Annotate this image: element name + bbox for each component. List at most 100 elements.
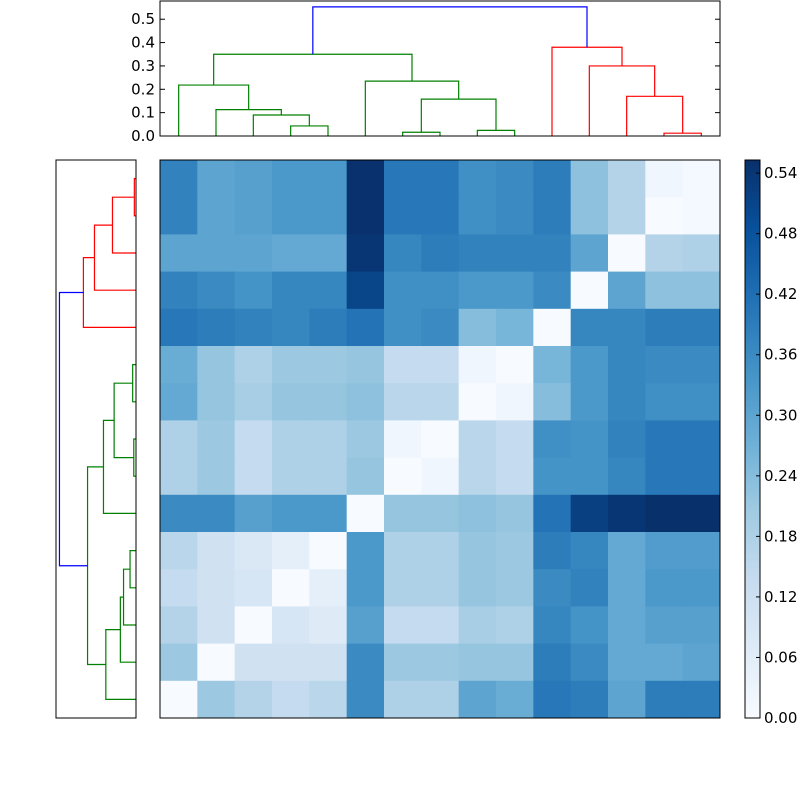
heatmap-cell <box>682 308 721 347</box>
top-dendrogram-link <box>626 95 684 136</box>
heatmap-cell <box>272 383 310 421</box>
heatmap-cell <box>197 234 236 273</box>
heatmap-cell <box>608 420 646 459</box>
heatmap-cell <box>682 197 721 235</box>
heatmap-cell <box>197 494 236 533</box>
heatmap-cell <box>160 532 198 570</box>
heatmap-cell <box>309 383 348 421</box>
heatmap-cell <box>234 197 273 235</box>
heatmap-cell <box>234 532 273 570</box>
colorbar-tick-label: 0.48 <box>764 225 797 243</box>
heatmap-cell <box>533 160 572 198</box>
heatmap-cell <box>496 680 534 719</box>
heatmap-cell <box>645 606 684 645</box>
heatmap-cell <box>570 606 609 645</box>
heatmap-cell <box>458 494 497 533</box>
heatmap-cell <box>234 680 273 719</box>
heatmap-cell <box>682 643 721 682</box>
heatmap-cell <box>160 271 198 310</box>
y-tick-label: 0.3 <box>131 57 155 75</box>
heatmap-cell <box>421 346 460 384</box>
y-tick-label: 0.5 <box>131 10 155 28</box>
heatmap-cell <box>309 494 348 533</box>
heatmap-cell <box>309 532 348 570</box>
heatmap-cell <box>197 643 236 682</box>
heatmap-cell <box>682 420 721 459</box>
heatmap-cell <box>458 606 497 645</box>
y-tick-label: 0.1 <box>131 104 155 122</box>
heatmap-cell <box>234 160 273 198</box>
top-dendrogram-link <box>213 53 413 86</box>
heatmap-cell <box>608 494 646 533</box>
heatmap-cell <box>309 420 348 459</box>
top-dendrogram-link <box>215 109 282 136</box>
heatmap-cell <box>234 271 273 310</box>
left-dendrogram-link <box>93 224 136 291</box>
top-dendrogram-link <box>402 131 441 136</box>
heatmap-cell <box>197 532 236 570</box>
top-dendrogram-link <box>364 80 460 136</box>
heatmap-cell <box>496 346 534 384</box>
heatmap-cell <box>272 680 310 719</box>
colorbar-tick-label: 0.36 <box>764 346 797 364</box>
heatmap-cell <box>533 494 572 533</box>
heatmap-cell <box>458 160 497 198</box>
heatmap-cell <box>160 680 198 719</box>
heatmap-cell <box>458 346 497 384</box>
heatmap-cell <box>346 569 385 607</box>
heatmap-cell <box>346 271 385 310</box>
left-dendrogram-frame <box>55 159 137 719</box>
heatmap-cell <box>458 234 497 273</box>
heatmap-cell <box>645 494 684 533</box>
heatmap-cell <box>234 346 273 384</box>
colorbar-tick-label: 0.18 <box>764 527 797 545</box>
heatmap-cell <box>645 532 684 570</box>
heatmap-cell <box>197 569 236 607</box>
heatmap-cell <box>309 643 348 682</box>
heatmap-cell <box>645 197 684 235</box>
heatmap-cell <box>645 569 684 607</box>
heatmap-cell <box>645 271 684 310</box>
heatmap-cell <box>645 680 684 719</box>
heatmap-cell <box>160 197 198 235</box>
heatmap-cell <box>197 420 236 459</box>
heatmap-cell <box>682 234 721 273</box>
heatmap-frame <box>159 159 721 719</box>
heatmap-cell <box>160 160 198 198</box>
heatmap-cell <box>421 457 460 496</box>
heatmap-cell <box>309 234 348 273</box>
heatmap-cell <box>346 197 385 235</box>
top-dendrogram-link <box>588 65 656 136</box>
heatmap-cell <box>570 532 609 570</box>
heatmap-cell <box>533 346 572 384</box>
colorbar-tick-label: 0.06 <box>764 648 797 666</box>
heatmap-cell <box>309 569 348 607</box>
heatmap-cell <box>234 420 273 459</box>
heatmap-cell <box>384 494 422 533</box>
heatmap-cell <box>272 420 310 459</box>
heatmap-cell <box>197 383 236 421</box>
heatmap-cell <box>160 643 198 682</box>
heatmap-cell <box>346 643 385 682</box>
heatmap-cell <box>421 308 460 347</box>
heatmap-cell <box>533 532 572 570</box>
heatmap-cell <box>533 420 572 459</box>
colorbar-tick-label: 0.30 <box>764 406 797 424</box>
heatmap-cell <box>309 160 348 198</box>
heatmap-cell <box>496 606 534 645</box>
heatmap-cell <box>496 494 534 533</box>
heatmap-cell <box>533 234 572 273</box>
heatmap-cell <box>346 457 385 496</box>
colorbar: 0.00 0.06 0.12 0.18 0.24 0.30 0.36 0.42 0.48 0.54 <box>744 159 797 727</box>
heatmap-cell <box>682 271 721 310</box>
left-dendrogram-link <box>82 257 136 328</box>
heatmap-cell <box>160 234 198 273</box>
heatmap-cell <box>570 160 609 198</box>
left-dendrogram <box>55 159 137 719</box>
heatmap-cell <box>682 569 721 607</box>
heatmap-cell <box>346 234 385 273</box>
heatmap-cell <box>645 420 684 459</box>
heatmap-cell <box>570 383 609 421</box>
colorbar-tick-label: 0.12 <box>764 588 797 606</box>
